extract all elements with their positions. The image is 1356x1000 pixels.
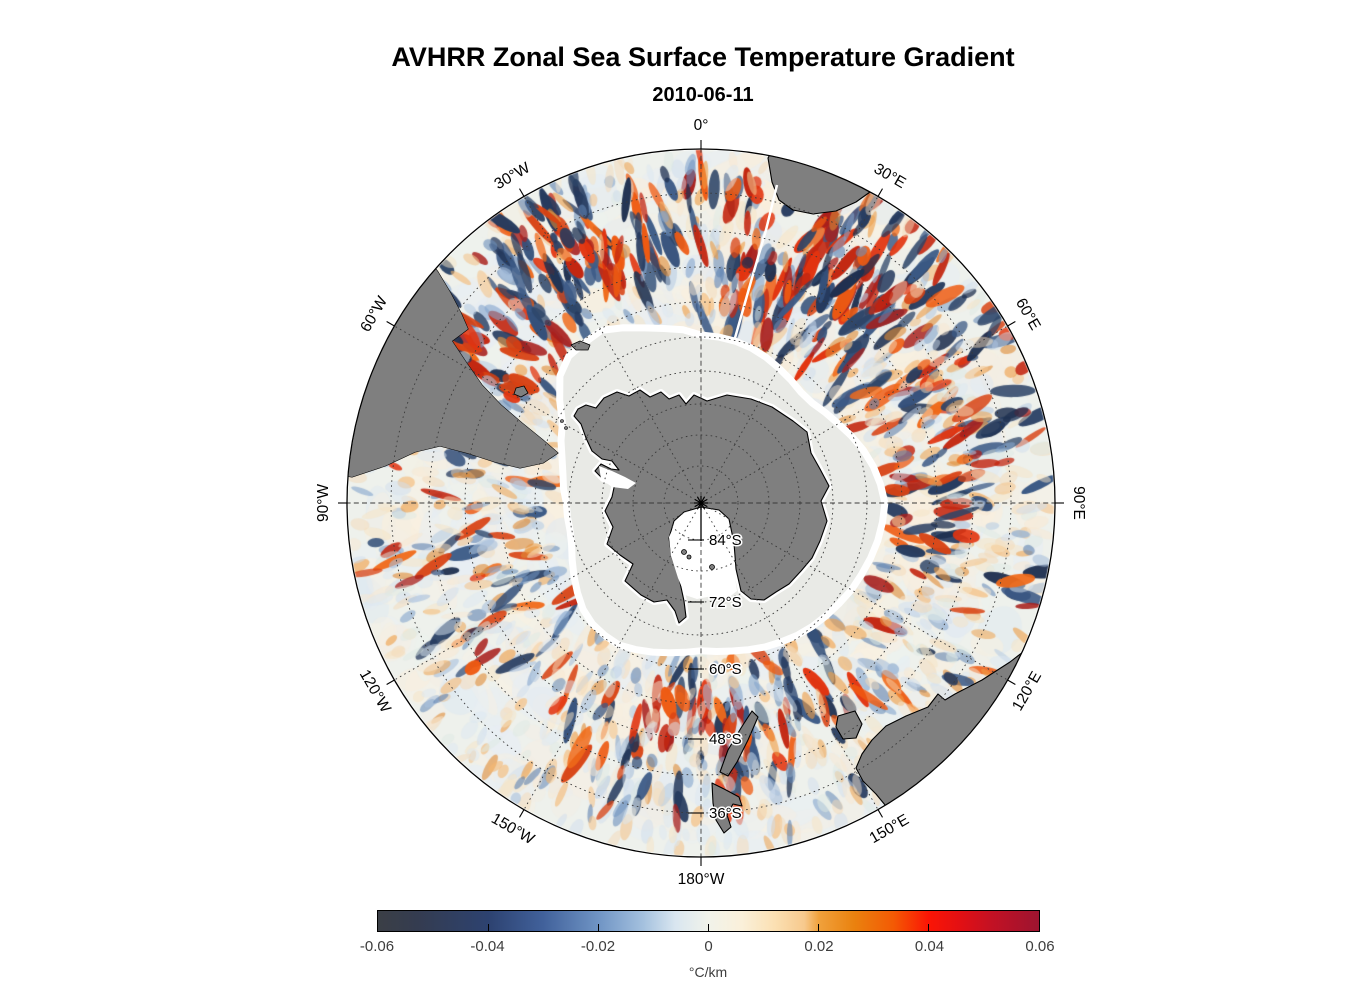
longitude-label: 150°E [867, 811, 912, 847]
longitude-label: 0° [694, 117, 709, 134]
longitude-tick [877, 809, 883, 818]
longitude-label: 60°W [357, 293, 391, 335]
longitude-label: 120°E [1009, 669, 1045, 714]
colorbar-tick [928, 924, 930, 931]
longitude-tick [386, 679, 395, 685]
longitude-label: 180°W [678, 871, 725, 888]
colorbar-tick [597, 924, 599, 931]
longitude-tick [519, 809, 525, 818]
longitude-label: 30°E [871, 160, 909, 192]
colorbar-tick [708, 924, 709, 931]
colorbar-tick [487, 924, 489, 931]
latitude-label: 48°S [709, 731, 742, 748]
ross-island [686, 554, 692, 560]
colorbar-unit-label: °C/km [688, 964, 728, 980]
longitude-label: 30°W [492, 159, 534, 193]
south-america-landmass [347, 249, 559, 478]
falkland-islands [513, 385, 529, 398]
longitude-label: 60°E [1012, 295, 1044, 333]
meridian-line [705, 325, 1008, 501]
meridian-line [705, 505, 1008, 681]
meridian-line [394, 325, 697, 501]
south-georgia-island [570, 340, 591, 351]
longitude-tick [1007, 321, 1016, 327]
meridian-line [703, 507, 879, 810]
colorbar-tick-label: -0.02 [580, 938, 616, 955]
meridian-line [523, 507, 699, 810]
meridian-line [394, 505, 697, 681]
latitude-circle [499, 301, 903, 705]
colorbar-tick-label: -0.04 [470, 938, 505, 955]
ross-island [709, 564, 715, 570]
graticule [347, 149, 1055, 857]
longitude-label: 90°W [315, 484, 332, 522]
new-zealand-south-island [719, 710, 759, 777]
longitude-tick [877, 188, 883, 197]
colorbar-tick [818, 924, 820, 931]
africa-landmass [767, 149, 906, 215]
colorbar-tick-label: 0.04 [914, 938, 945, 955]
south-sandwich-island [560, 419, 564, 423]
longitude-ticks [338, 140, 1064, 866]
colorbar-tick-labels: -0.06 -0.04 -0.02 0 0.02 0.04 0.06 [360, 938, 1055, 958]
longitude-label: 120°W [356, 667, 394, 716]
longitude-tick [1007, 679, 1016, 685]
ronne-ice-shelf [599, 466, 636, 489]
data-gap-streak [733, 184, 779, 339]
latitude-ticks [688, 539, 704, 814]
latitude-label: 36°S [709, 805, 742, 822]
longitude-label: 90°E [1070, 486, 1087, 520]
colorbar-tick-label: 0.02 [804, 938, 834, 955]
colorbar-tick-label: 0 [704, 938, 713, 955]
latitude-label: 84°S [709, 532, 742, 549]
australia-landmass [855, 634, 1055, 857]
longitude-tick [386, 321, 395, 327]
longitude-tick [519, 188, 525, 197]
south-sandwich-island [564, 426, 568, 430]
latitude-labels: 84°S 72°S 60°S 48°S 36°S [708, 531, 744, 824]
longitude-label: 150°W [488, 810, 537, 848]
colorbar-tick-label: -0.06 [359, 938, 395, 955]
new-zealand-north-island [711, 782, 743, 834]
colorbar [377, 910, 1040, 932]
tasmania-island [835, 710, 863, 740]
ross-island [681, 549, 687, 555]
latitude-label: 72°S [709, 594, 742, 611]
colorbar-gradient [378, 911, 1039, 931]
ross-ice-shelf [669, 509, 737, 599]
latitude-label: 60°S [709, 661, 742, 678]
colorbar-tick-label: 0.06 [1025, 938, 1055, 955]
latitude-circle [663, 465, 739, 541]
